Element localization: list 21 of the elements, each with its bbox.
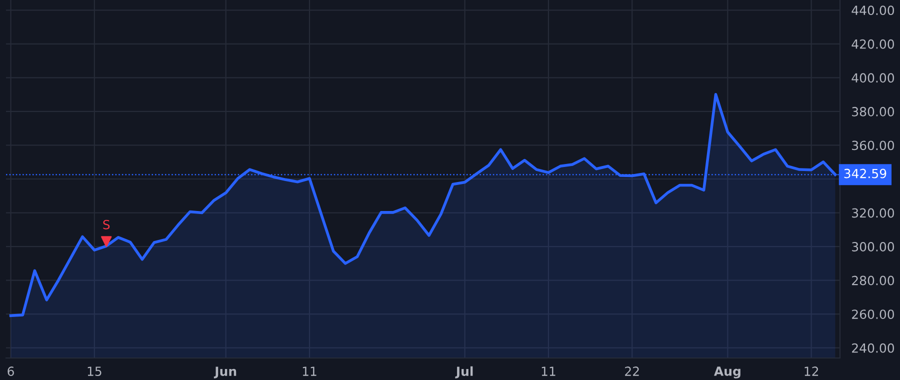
y-tick-label: 260.00 [852, 310, 894, 320]
ref-line-label: 342.59 [844, 168, 886, 178]
y-tick-label: 280.00 [852, 276, 894, 286]
y-tick-label: 300.00 [852, 242, 894, 252]
y-tick-label: 380.00 [852, 106, 894, 116]
y-tick-label: 400.00 [852, 73, 894, 83]
x-tick-label: 12 [804, 366, 818, 376]
series-label: S [103, 220, 110, 230]
x-tick-label: Jun [214, 366, 236, 378]
x-tick-label: Jul [455, 366, 473, 378]
y-tick-label: 320.00 [852, 208, 894, 218]
x-tick-label: Aug [714, 366, 740, 378]
y-tick-label: 440.00 [852, 6, 894, 16]
y-tick-label: 360.00 [852, 140, 894, 150]
y-tick-label: 420.00 [852, 39, 894, 49]
x-tick-label: 6 [8, 366, 14, 376]
x-tick-label: 15 [88, 366, 102, 376]
x-tick-label: 11 [302, 366, 316, 376]
x-tick-label: 11 [542, 366, 556, 376]
x-tick-label: 22 [625, 366, 639, 376]
y-tick-label: 240.00 [852, 343, 894, 353]
